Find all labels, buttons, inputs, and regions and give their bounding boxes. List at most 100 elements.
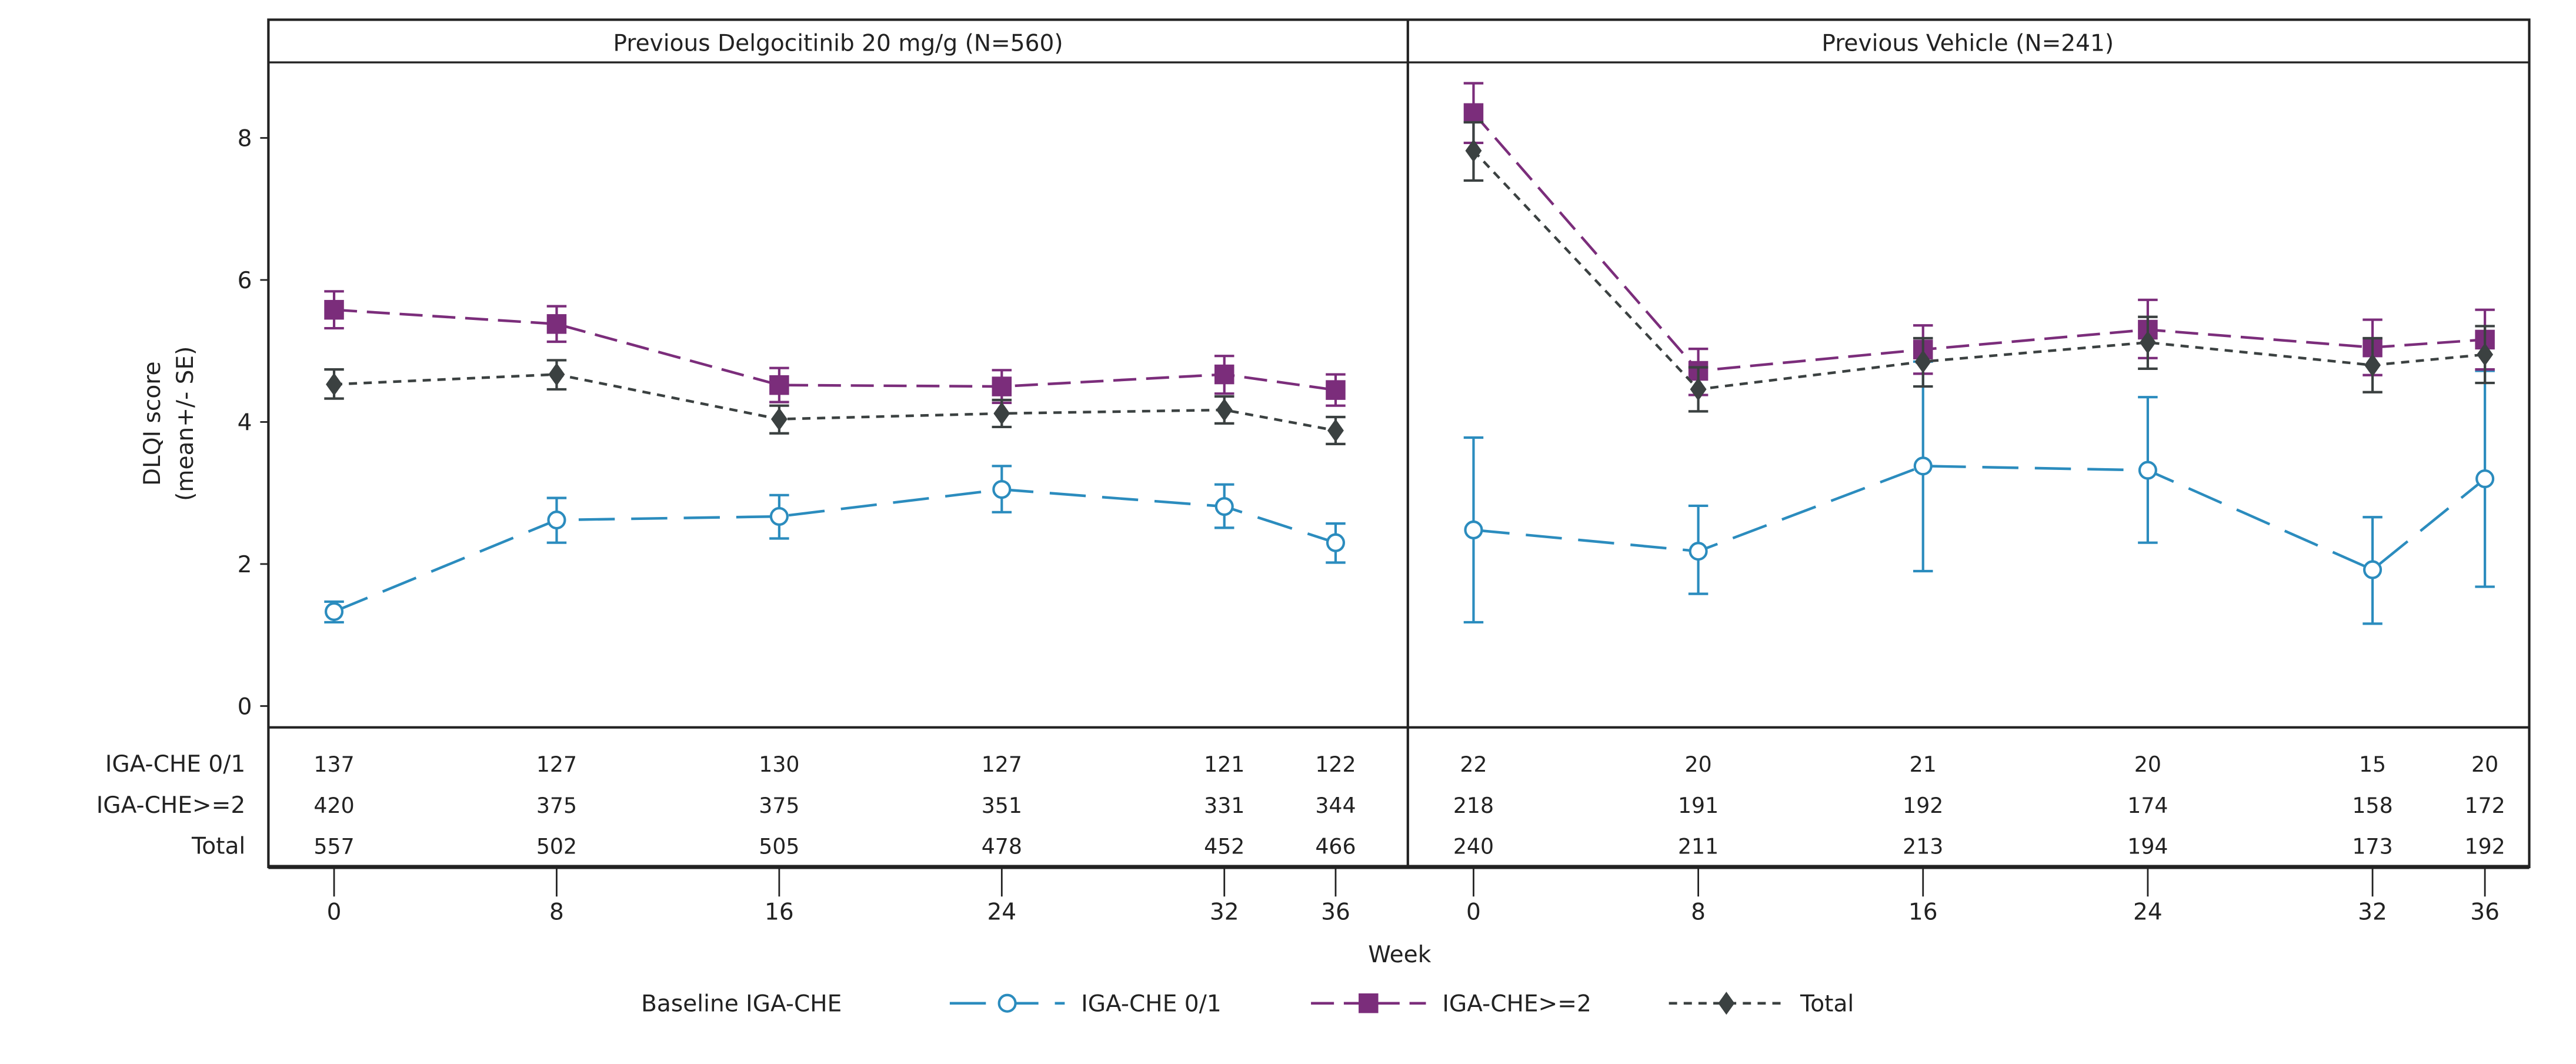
risk-count: 137 xyxy=(313,752,354,777)
risk-count: 194 xyxy=(2127,834,2168,859)
risk-count: 502 xyxy=(536,834,577,859)
legend-marker-square xyxy=(1359,993,1379,1013)
x-tick-label: 8 xyxy=(1691,899,1706,925)
risk-count: 15 xyxy=(2359,752,2386,777)
series-total xyxy=(324,359,1346,445)
x-tick-label: 8 xyxy=(549,899,564,925)
risk-count: 127 xyxy=(982,752,1022,777)
risk-count: 375 xyxy=(536,793,577,818)
panel-0: 0 8 16 24 32 36 137 127 130 127 121 122 420 375 375 351… xyxy=(313,290,1356,925)
data-point-circle xyxy=(769,506,789,526)
series-iga-che-0-1 xyxy=(1463,360,2495,625)
panel-title-right: Previous Vehicle (N=241) xyxy=(1821,31,2114,57)
legend-marker-circle xyxy=(997,993,1017,1013)
series-line xyxy=(333,488,1336,613)
risk-count: 331 xyxy=(1204,793,1244,818)
risk-count: 192 xyxy=(1903,793,1943,818)
y-tick-label: 0 xyxy=(238,693,252,720)
risk-count: 20 xyxy=(2471,752,2498,777)
risk-count: 557 xyxy=(313,834,354,859)
legend-item: IGA-CHE 0/1 xyxy=(949,991,1222,1018)
risk-count: 351 xyxy=(982,793,1022,818)
x-tick-label: 36 xyxy=(2470,899,2500,925)
risk-count: 158 xyxy=(2352,793,2393,818)
series-line xyxy=(1473,465,2486,572)
data-point-circle xyxy=(1689,542,1708,561)
data-point-circle xyxy=(992,480,1012,499)
x-tick-label: 16 xyxy=(765,899,794,925)
data-point-circle xyxy=(1464,520,1483,540)
data-point-square xyxy=(992,376,1012,396)
data-point-circle xyxy=(324,602,344,621)
risk-row-label: IGA-CHE 0/1 xyxy=(105,751,245,778)
series-iga-che-2 xyxy=(324,290,1346,407)
series-iga-che-2 xyxy=(1463,82,2495,396)
risk-count: 173 xyxy=(2352,834,2393,859)
risk-row-label: Total xyxy=(191,833,245,860)
series-line xyxy=(1472,112,2485,372)
risk-count: 240 xyxy=(1453,834,1494,859)
data-point-square xyxy=(1463,103,1484,123)
risk-count: 191 xyxy=(1678,793,1719,818)
risk-count: 213 xyxy=(1903,834,1943,859)
series-line xyxy=(333,308,1336,392)
series-line xyxy=(1472,149,2485,391)
risk-count: 420 xyxy=(313,793,354,818)
risk-row-label: IGA-CHE>=2 xyxy=(96,792,246,819)
risk-count: 21 xyxy=(1910,752,1937,777)
series-total xyxy=(1463,121,2495,413)
risk-count: 20 xyxy=(2134,752,2161,777)
legend-label: IGA-CHE>=2 xyxy=(1442,991,1591,1018)
risk-count: 505 xyxy=(759,834,799,859)
legend-label: IGA-CHE 0/1 xyxy=(1081,991,1221,1018)
data-point-circle xyxy=(547,511,566,530)
plot-area: 0 8 16 24 32 36 137 127 130 127 121 122 420 375 375 351… xyxy=(313,82,2505,925)
data-point-square xyxy=(769,375,789,395)
data-point-diamond xyxy=(1690,378,1707,401)
series-iga-che-0-1 xyxy=(324,465,1346,624)
data-point-circle xyxy=(1326,533,1346,552)
risk-count: 20 xyxy=(1685,752,1712,777)
x-tick-label: 24 xyxy=(987,899,1016,925)
data-point-circle xyxy=(2363,560,2383,579)
x-axis-label: Week xyxy=(1368,942,1431,968)
y-axis-label-line1: DLQI score xyxy=(139,361,166,486)
risk-count: 172 xyxy=(2465,793,2505,818)
risk-count: 375 xyxy=(759,793,799,818)
x-tick-label: 24 xyxy=(2133,899,2163,925)
legend-label: Total xyxy=(1800,991,1854,1018)
data-point-square xyxy=(1214,364,1234,385)
chart-frame: 0 2 4 6 8 IGA-CHE 0/1 IGA-CHE>=2 Total xyxy=(96,18,2531,869)
x-tick-label: 36 xyxy=(1321,899,1350,925)
legend-item: Total xyxy=(1669,991,1854,1018)
series-line xyxy=(333,373,1336,432)
data-point-diamond xyxy=(1216,398,1233,422)
data-point-diamond xyxy=(993,402,1010,425)
legend-item: IGA-CHE>=2 xyxy=(1311,991,1591,1018)
data-point-circle xyxy=(1214,497,1234,516)
data-point-diamond xyxy=(326,372,342,396)
panel-title-left: Previous Delgocitinib 20 mg/g (N=560) xyxy=(613,31,1063,57)
outer-border xyxy=(267,18,2531,869)
data-point-circle xyxy=(1913,456,1933,476)
data-point-diamond xyxy=(770,408,788,431)
data-point-square xyxy=(546,314,567,334)
risk-count: 218 xyxy=(1453,793,1494,818)
legend-marker-diamond xyxy=(1718,992,1735,1015)
y-tick-label: 4 xyxy=(238,409,252,436)
x-tick-label: 0 xyxy=(327,899,342,925)
risk-count: 452 xyxy=(1204,834,1244,859)
risk-count: 174 xyxy=(2127,793,2168,818)
data-point-diamond xyxy=(1327,419,1344,442)
y-tick-label: 6 xyxy=(238,268,252,294)
x-tick-label: 32 xyxy=(2358,899,2387,925)
x-tick-label: 0 xyxy=(1466,899,1481,925)
data-point-diamond xyxy=(548,363,565,386)
x-tick-label: 16 xyxy=(1908,899,1938,925)
risk-count: 192 xyxy=(2465,834,2505,859)
risk-count: 211 xyxy=(1678,834,1719,859)
y-tick-label: 2 xyxy=(238,552,252,578)
data-point-circle xyxy=(2138,461,2157,480)
panel-1: 0 8 16 24 32 36 22 20 21 20 15 20 218 191 192 174 158 172… xyxy=(1453,82,2505,925)
